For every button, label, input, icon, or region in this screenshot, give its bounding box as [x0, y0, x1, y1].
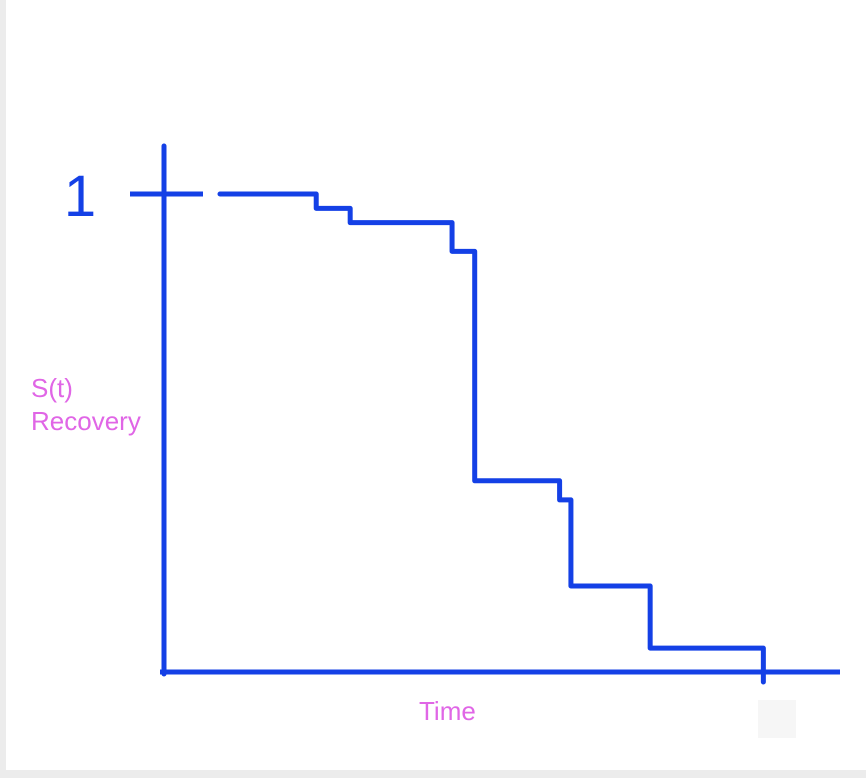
series-0-step-line [217, 191, 766, 685]
y-tick-label-1: 1 [64, 164, 96, 229]
chart-canvas [6, 0, 866, 770]
faint-mark [758, 700, 796, 738]
y-axis-label-line2: Recovery [31, 406, 141, 436]
y-axis-label-line1: S(t) [31, 373, 73, 403]
x-axis-label: Time [419, 696, 476, 726]
y-axis-label: S(t) Recovery [31, 372, 141, 438]
